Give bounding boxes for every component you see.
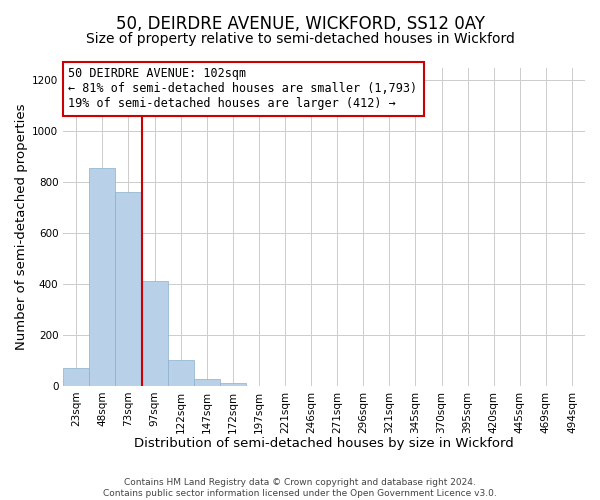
Bar xyxy=(167,360,194,386)
Text: 50, DEIRDRE AVENUE, WICKFORD, SS12 0AY: 50, DEIRDRE AVENUE, WICKFORD, SS12 0AY xyxy=(115,15,485,33)
Text: Size of property relative to semi-detached houses in Wickford: Size of property relative to semi-detach… xyxy=(86,32,514,46)
Text: 50 DEIRDRE AVENUE: 102sqm
← 81% of semi-detached houses are smaller (1,793)
19% : 50 DEIRDRE AVENUE: 102sqm ← 81% of semi-… xyxy=(68,68,418,110)
Bar xyxy=(220,384,246,386)
Y-axis label: Number of semi-detached properties: Number of semi-detached properties xyxy=(15,104,28,350)
Bar xyxy=(194,378,220,386)
Bar xyxy=(115,192,142,386)
Bar xyxy=(63,368,89,386)
Text: Contains HM Land Registry data © Crown copyright and database right 2024.
Contai: Contains HM Land Registry data © Crown c… xyxy=(103,478,497,498)
Bar xyxy=(89,168,115,386)
Bar xyxy=(142,282,167,386)
X-axis label: Distribution of semi-detached houses by size in Wickford: Distribution of semi-detached houses by … xyxy=(134,437,514,450)
